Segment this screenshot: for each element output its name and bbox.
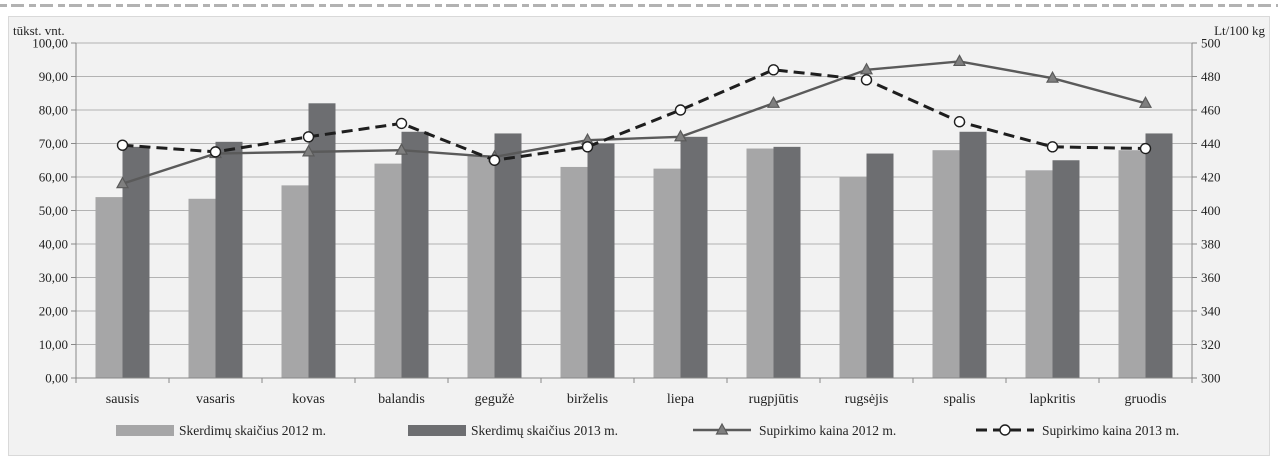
- line-point: [1046, 141, 1059, 153]
- legend-label: Skerdimų skaičius 2012 m.: [179, 423, 326, 438]
- line-point: [673, 129, 688, 142]
- category-label: liepa: [667, 392, 695, 407]
- right-tick-label: 320: [1201, 337, 1221, 352]
- chart-svg: tūkst. vnt. Lt/100 kg 0,00 10,00 20,00 30,0…: [13, 23, 1265, 438]
- bar: [839, 177, 867, 378]
- bar: [1118, 150, 1146, 378]
- category-label: lapkritis: [1030, 392, 1076, 407]
- legend: Skerdimų skaičius 2012 m. Skerdimų skaiči…: [116, 422, 1179, 438]
- line-point: [115, 176, 130, 189]
- bar: [746, 148, 774, 378]
- gridlines: [76, 42, 1192, 345]
- series-line: [122, 60, 1146, 185]
- right-tick-label: 380: [1201, 237, 1221, 252]
- bar: [95, 197, 123, 378]
- left-tick-label: 10,00: [39, 337, 68, 352]
- right-axis-unit: Lt/100 kg: [1214, 23, 1265, 38]
- category-label: rugsėjis: [845, 392, 889, 407]
- line-point: [116, 139, 129, 151]
- left-tick-label: 0,00: [45, 371, 68, 386]
- line-point: [1138, 96, 1153, 108]
- line-point: [674, 104, 687, 116]
- bar: [308, 103, 336, 379]
- line-point: [766, 96, 781, 108]
- line-point: [952, 54, 967, 67]
- right-tick-label: 500: [1201, 36, 1221, 51]
- left-tick-label: 100,00: [32, 36, 68, 51]
- legend-swatch-bar-2013: [408, 425, 466, 436]
- line-point: [394, 142, 409, 155]
- series-line: [122, 68, 1146, 162]
- bar: [401, 131, 429, 378]
- bar: [1025, 170, 1053, 378]
- right-tick-label: 420: [1201, 170, 1221, 185]
- bar: [560, 166, 588, 378]
- axes: 0,00 10,00 20,00 30,00 40,00 50,00 60,00 70,00 8…: [32, 36, 1220, 408]
- bar: [932, 150, 960, 378]
- category-label: spalis: [944, 392, 976, 407]
- bar: [866, 153, 894, 378]
- category-label: gegužė: [475, 392, 515, 407]
- left-tick-label: 30,00: [39, 270, 68, 285]
- left-tick-label: 20,00: [39, 304, 68, 319]
- category-label: sausis: [106, 392, 139, 407]
- right-tick-label: 480: [1201, 69, 1221, 84]
- line-point: [860, 74, 873, 86]
- bar: [587, 143, 615, 378]
- line-point: [209, 146, 222, 158]
- bar: [467, 155, 495, 378]
- line-point: [1045, 70, 1060, 83]
- bar: [494, 133, 522, 378]
- bar: [188, 198, 216, 378]
- lines-layer: [115, 54, 1153, 189]
- bar: [281, 185, 309, 378]
- category-label: gruodis: [1125, 392, 1167, 407]
- line-point: [395, 117, 408, 130]
- legend-label: Skerdimų skaičius 2013 m.: [471, 423, 618, 438]
- line-point: [488, 154, 501, 166]
- right-tick-label: 400: [1201, 203, 1221, 218]
- left-tick-label: 80,00: [39, 103, 68, 118]
- legend-label: Supirkimo kaina 2013 m.: [1042, 423, 1179, 438]
- line-point: [1139, 142, 1152, 155]
- bar: [680, 136, 708, 378]
- right-tick-label: 340: [1201, 304, 1221, 319]
- line-point: [859, 62, 874, 75]
- left-tick-label: 60,00: [39, 170, 68, 185]
- bar: [374, 163, 402, 378]
- left-tick-label: 50,00: [39, 203, 68, 218]
- bar: [773, 146, 801, 378]
- cropped-text-strip: [0, 0, 1278, 10]
- line-point: [953, 116, 966, 128]
- line-point: [999, 424, 1011, 436]
- bar: [1145, 133, 1173, 378]
- bar: [1052, 160, 1080, 378]
- left-tick-label: 90,00: [39, 69, 68, 84]
- line-point: [581, 141, 594, 153]
- bars-layer: [95, 103, 1173, 379]
- legend-label: Supirkimo kaina 2012 m.: [759, 423, 896, 438]
- category-label: birželis: [567, 392, 608, 407]
- left-tick-label: 70,00: [39, 136, 68, 151]
- line-point: [715, 422, 729, 435]
- line-point: [302, 131, 315, 143]
- legend-swatch-bar-2012: [116, 425, 174, 436]
- line-point: [767, 64, 780, 76]
- bar: [653, 168, 681, 378]
- category-label: balandis: [378, 392, 425, 407]
- right-tick-label: 460: [1201, 103, 1221, 118]
- left-axis-unit: tūkst. vnt.: [13, 23, 65, 38]
- bar: [215, 141, 243, 378]
- bar: [959, 131, 987, 378]
- right-tick-label: 440: [1201, 136, 1221, 151]
- chart-area: tūkst. vnt. Lt/100 kg 0,00 10,00 20,00 30,0…: [8, 16, 1270, 456]
- category-label: kovas: [292, 392, 325, 407]
- line-point: [301, 144, 316, 157]
- right-tick-label: 300: [1201, 371, 1221, 386]
- category-label: rugpjūtis: [749, 392, 799, 407]
- right-tick-label: 360: [1201, 270, 1221, 285]
- category-label: vasaris: [196, 392, 235, 407]
- left-tick-label: 40,00: [39, 237, 68, 252]
